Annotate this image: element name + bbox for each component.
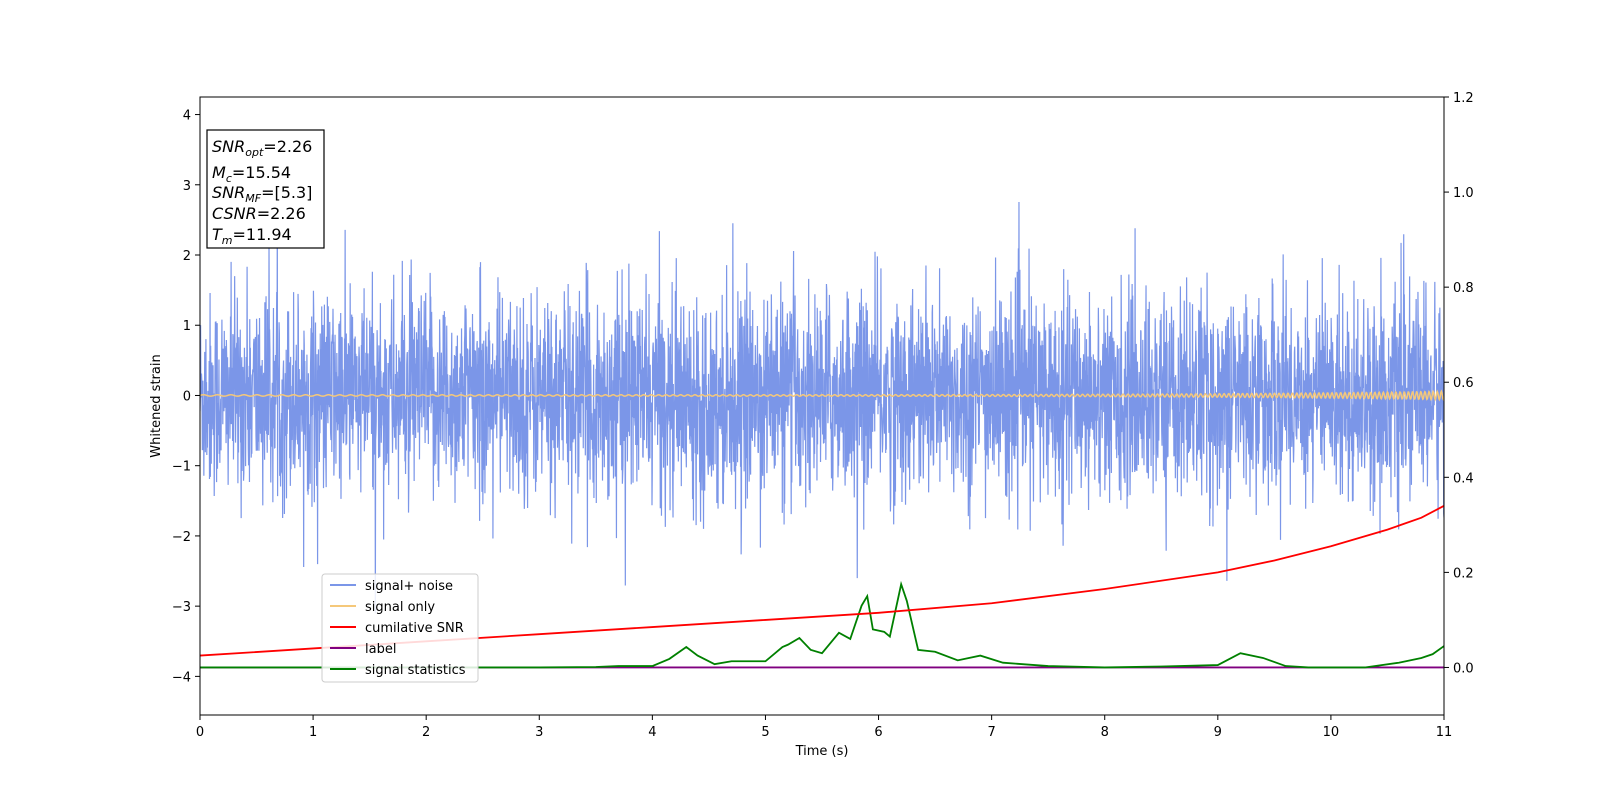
- series-signal-statistics: [200, 580, 1444, 669]
- y-axis-label: Whitened strain: [149, 354, 164, 457]
- y-tick-label: 3: [183, 179, 191, 194]
- y2-tick-label: 1.2: [1453, 91, 1474, 106]
- x-tick-label: 9: [1214, 725, 1222, 740]
- y-tick-label: −4: [172, 670, 191, 685]
- legend: signal+ noise signal only cumilative SNR la…: [321, 573, 479, 683]
- x-tick-label: 3: [535, 725, 543, 740]
- x-tick-label: 11: [1436, 725, 1453, 740]
- legend-label: cumilative SNR: [365, 621, 464, 636]
- x-axis-label: Time (s): [795, 744, 849, 759]
- annotation-frame: [206, 129, 325, 249]
- x-tick-label: 4: [648, 725, 656, 740]
- x-tick-label: 10: [1323, 725, 1340, 740]
- x-tick-label: 1: [309, 725, 317, 740]
- y2-tick-label: 0.6: [1453, 376, 1474, 391]
- x-tick-label: 8: [1101, 725, 1109, 740]
- y2-tick-label: 0.8: [1453, 281, 1474, 296]
- series-signal-noise: [200, 202, 1444, 614]
- ticks-layer: 0 1 2 3 4 5 6 7 8 9 10 11 −4 −3 −2 −1 0 1 2 3 4 0.0 0.2 0.4 0.6 0…: [172, 91, 1474, 740]
- y-tick-label: −3: [172, 600, 191, 615]
- y2-tick-label: 0.4: [1453, 471, 1474, 486]
- legend-label: signal statistics: [365, 663, 466, 678]
- y2-tick-label: 0.2: [1453, 566, 1474, 581]
- y-tick-label: −2: [172, 530, 191, 545]
- y2-tick-label: 0.0: [1453, 661, 1474, 676]
- y-tick-label: 0: [183, 389, 191, 404]
- y-tick-label: 4: [183, 109, 191, 124]
- x-tick-label: 5: [761, 725, 769, 740]
- legend-label: signal+ noise: [365, 579, 453, 594]
- x-tick-label: 2: [422, 725, 430, 740]
- x-tick-label: 7: [987, 725, 995, 740]
- y-tick-label: −1: [172, 460, 191, 475]
- legend-frame: [321, 573, 479, 683]
- x-tick-label: 6: [874, 725, 882, 740]
- annotation-line: Tm=11.94: [212, 225, 292, 247]
- annotation-line: SNRMF=[5.3]: [212, 183, 312, 205]
- annotation-line: SNRopt=2.26: [212, 137, 312, 159]
- annotation-line: Mc=15.54: [212, 163, 291, 185]
- y2-tick-label: 1.0: [1453, 186, 1474, 201]
- legend-label: label: [365, 642, 396, 657]
- x-tick-label: 0: [196, 725, 204, 740]
- series-signal-only: [200, 389, 1444, 402]
- legend-label: signal only: [365, 600, 435, 615]
- annotation-line: CSNR=2.26: [212, 204, 306, 223]
- y-tick-label: 2: [183, 249, 191, 264]
- plot-frame: [199, 96, 1445, 716]
- y-tick-label: 1: [183, 319, 191, 334]
